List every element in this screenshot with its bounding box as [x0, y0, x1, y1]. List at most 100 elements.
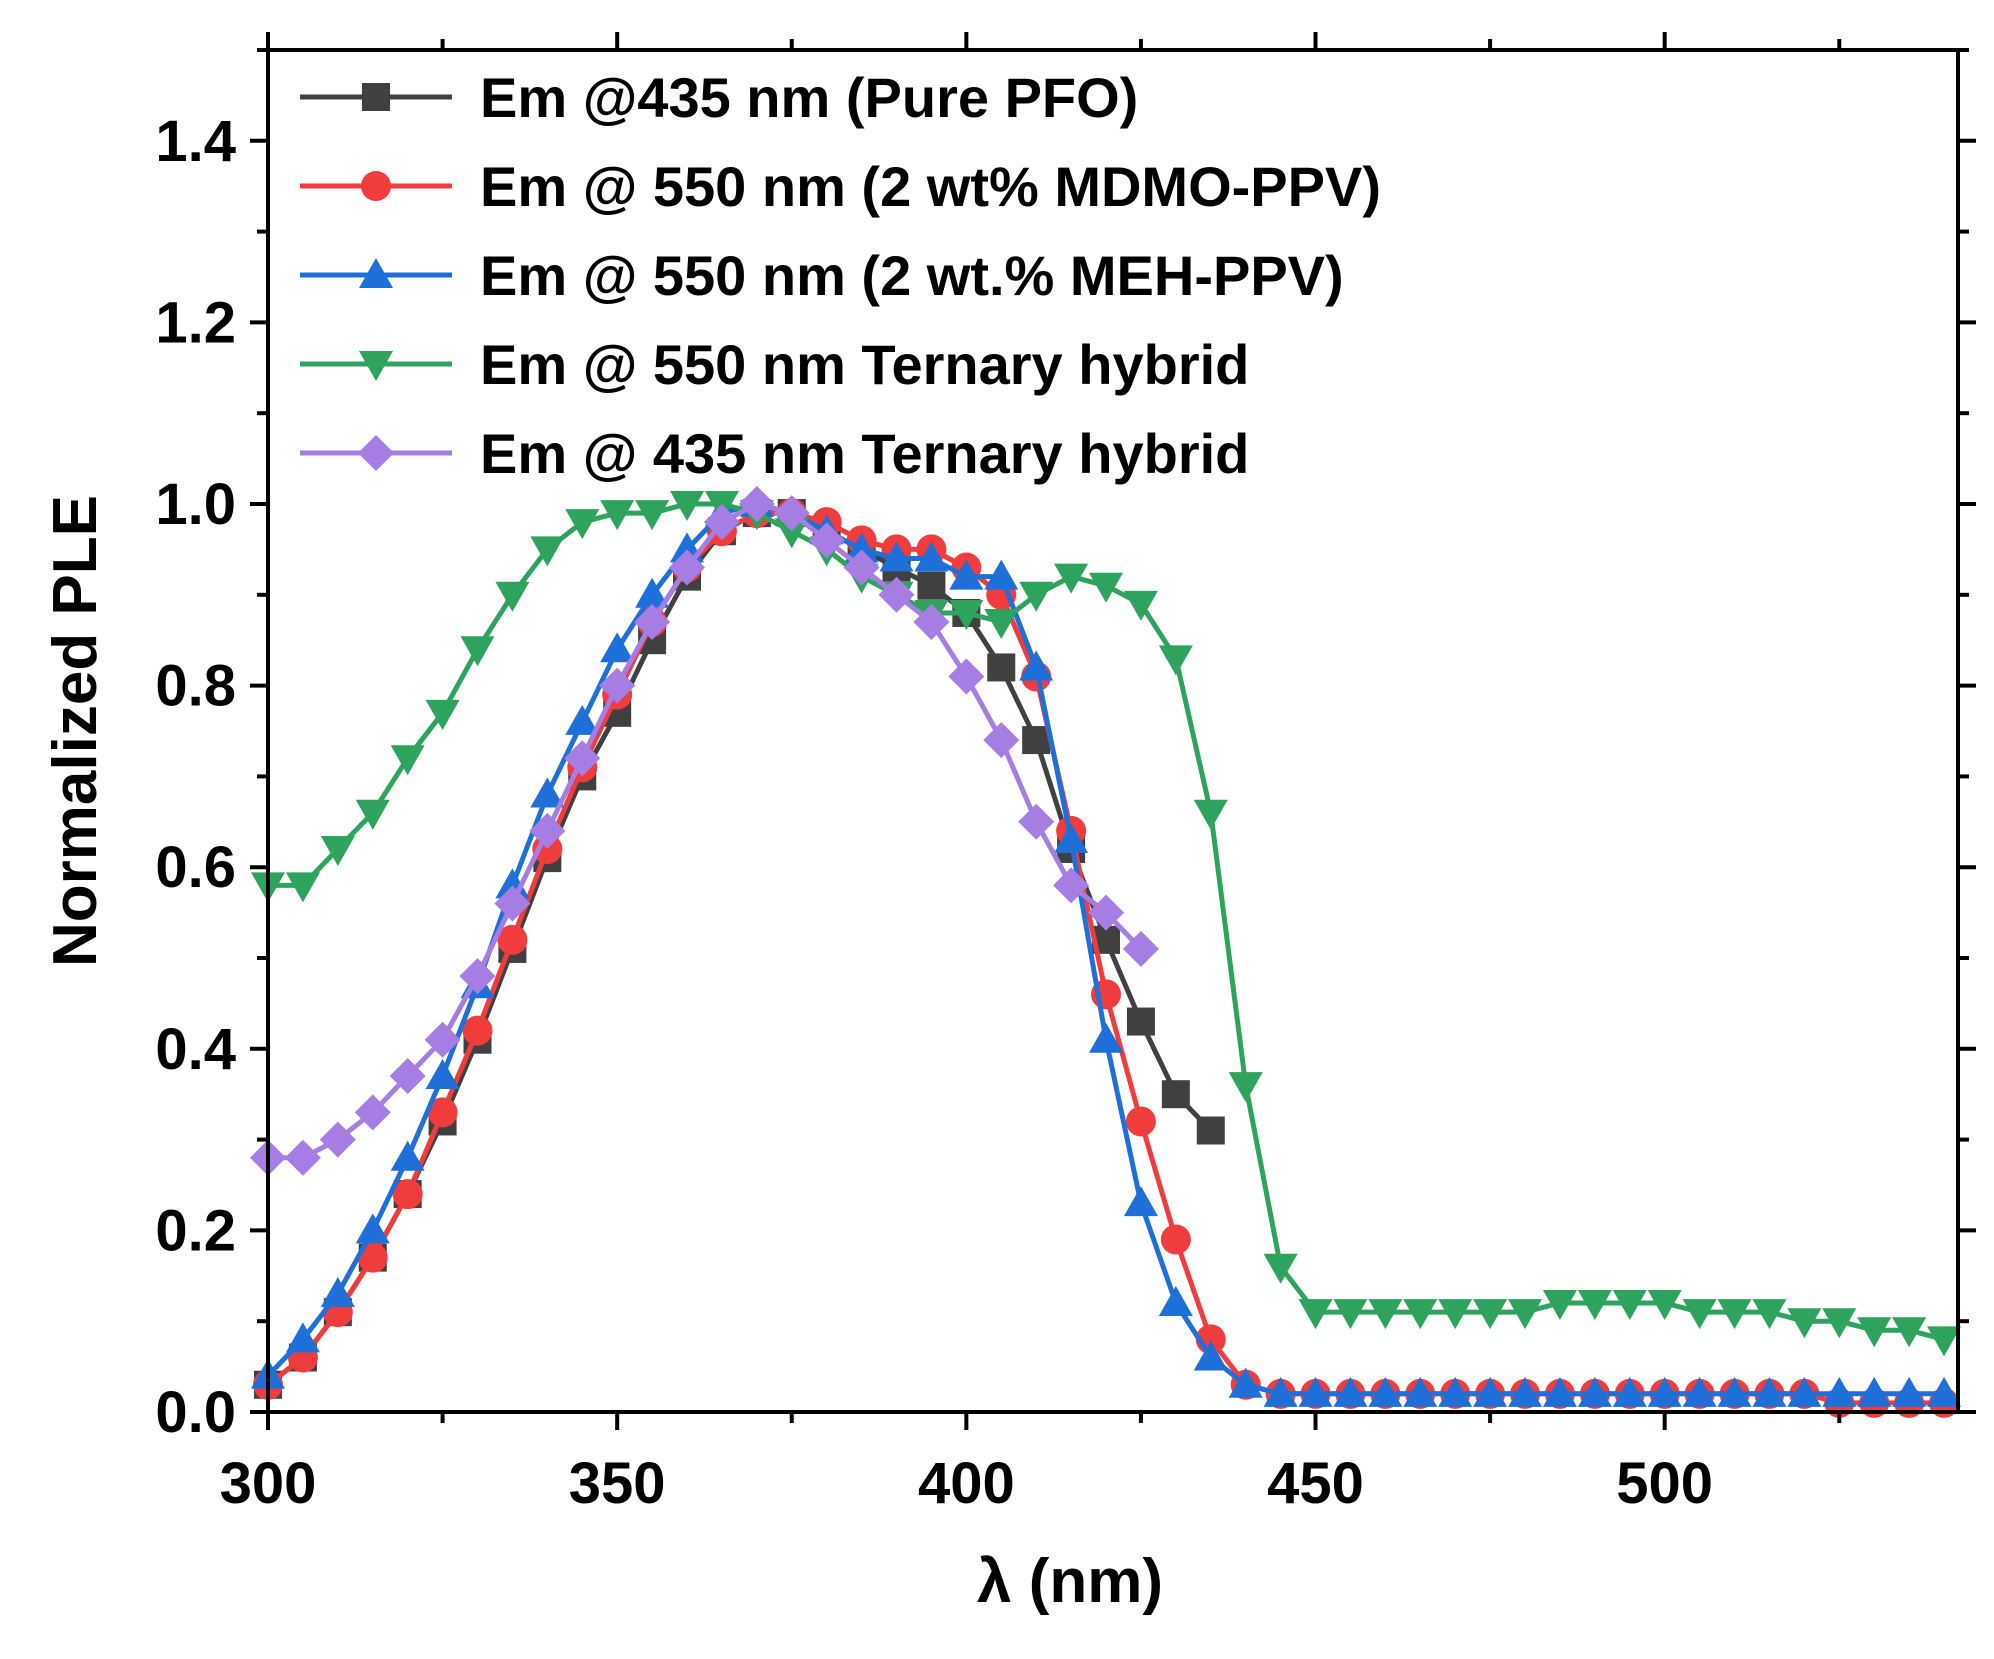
series-3-point: [914, 541, 949, 572]
legend-item-5: Em @ 435 nm Ternary hybrid: [300, 422, 1249, 485]
series-3-point: [1438, 1376, 1473, 1407]
series-3-point: [1368, 1376, 1403, 1407]
y-tick-label: 0.4: [155, 1017, 236, 1082]
series-3-point: [1193, 1340, 1228, 1371]
series-4-point: [1368, 1299, 1403, 1330]
series-5-point: [634, 604, 671, 641]
series-3-point: [1263, 1376, 1298, 1407]
series-4-point: [1542, 1290, 1577, 1321]
series-3-point: [635, 577, 670, 608]
series-4-point: [1438, 1299, 1473, 1330]
series-3-point: [425, 1059, 460, 1090]
x-tick-label: 300: [220, 1451, 317, 1516]
series-1-point: [1126, 1007, 1155, 1036]
series-3-point: [1717, 1376, 1752, 1407]
series-5-point: [983, 722, 1020, 759]
y-tick-label: 0.8: [155, 654, 236, 719]
series-3-point: [1822, 1376, 1857, 1407]
legend: Em @435 nm (Pure PFO) Em @ 550 nm (2 wt% …: [300, 66, 1381, 485]
series-5-point: [773, 495, 810, 532]
series-3-point: [1403, 1376, 1438, 1407]
series-2-point: [462, 1015, 493, 1046]
series-4-point: [1752, 1299, 1787, 1330]
series-4-point: [1612, 1290, 1647, 1321]
series-2-point: [1125, 1106, 1156, 1137]
series-5-point: [843, 549, 880, 586]
series-4-point: [1228, 1072, 1263, 1103]
series-4-point: [1158, 645, 1193, 676]
axis-ticks: [250, 32, 1976, 1430]
series-3-point: [1158, 1286, 1193, 1317]
series-4-point: [495, 581, 530, 612]
series-4-point: [1473, 1299, 1508, 1330]
y-axis-title: Normalized PLE: [41, 495, 110, 967]
series-4-point: [1857, 1317, 1892, 1348]
series-4-point: [984, 609, 1019, 640]
series-3-point: [1577, 1376, 1612, 1407]
series-5-point: [599, 667, 636, 704]
series-5-point: [878, 576, 915, 613]
series-3-point: [949, 559, 984, 590]
series-2-point: [392, 1179, 423, 1210]
y-tick-label: 1.2: [155, 290, 236, 355]
series-5-point: [913, 604, 950, 641]
series-3-point: [1333, 1376, 1368, 1407]
series-5-point: [424, 1021, 461, 1058]
series-4-point: [1892, 1317, 1927, 1348]
x-tick-label: 500: [1616, 1451, 1713, 1516]
y-tick-label: 0.6: [155, 835, 236, 900]
series-2-point: [497, 924, 528, 955]
legend-label: Em @ 550 nm (2 wt% MDMO-PPV): [480, 155, 1381, 218]
series-3-point: [600, 632, 635, 663]
series-4-point: [1647, 1290, 1682, 1321]
legend-item-4: Em @ 550 nm Ternary hybrid: [300, 333, 1249, 396]
y-tick-label: 0.2: [155, 1198, 236, 1263]
plot-frame: [266, 48, 1960, 1414]
series-4-point: [460, 636, 495, 667]
legend-item-1: Em @435 nm (Pure PFO): [300, 66, 1138, 129]
legend-item-3: Em @ 550 nm (2 wt.% MEH-PPV): [300, 244, 1344, 307]
x-tick-label: 350: [569, 1451, 666, 1516]
series-4-point: [1717, 1299, 1752, 1330]
series-1-point: [1196, 1116, 1225, 1145]
series-5-point: [284, 1139, 321, 1176]
series-4-point: [1298, 1299, 1333, 1330]
series-4-point: [1193, 799, 1228, 830]
series-3-point: [285, 1322, 320, 1353]
series-4-point: [1089, 572, 1124, 603]
series-4-point: [774, 518, 809, 549]
series-5-point: [738, 486, 775, 522]
series-3-point: [530, 777, 565, 808]
legend-swatch-marker: [358, 435, 394, 471]
x-tick-label: 450: [1267, 1451, 1364, 1516]
series-5-point: [808, 522, 845, 559]
series-4-point: [425, 699, 460, 730]
series-4-point: [355, 799, 390, 830]
x-tick-label: 400: [918, 1451, 1015, 1516]
x-axis-title: λ (nm): [977, 1547, 1163, 1616]
plot-series: [250, 486, 1962, 1418]
series-3-point: [1228, 1367, 1263, 1398]
series-3-point: [1682, 1376, 1717, 1407]
series-3-point: [1787, 1376, 1822, 1407]
series-3-point: [565, 704, 600, 735]
series-4-point: [285, 872, 320, 903]
series-5-point: [1122, 930, 1159, 967]
series-1-point: [1161, 1080, 1190, 1109]
series-3-point: [1927, 1376, 1962, 1407]
series-5-point: [319, 1121, 356, 1158]
series-4-point: [1333, 1299, 1368, 1330]
series-5-point: [459, 958, 496, 995]
y-tick-label: 1.4: [155, 109, 236, 174]
series-2-point: [357, 1242, 388, 1273]
series-4-point: [1822, 1308, 1857, 1339]
series-4: [251, 491, 1962, 1357]
series-4-point: [670, 491, 705, 521]
series-2-point: [1160, 1224, 1191, 1255]
series-4-point: [390, 745, 425, 776]
series-3-point: [1857, 1376, 1892, 1407]
series-3-point: [320, 1276, 355, 1307]
series-4-point: [1403, 1299, 1438, 1330]
series-4-point: [1123, 590, 1158, 621]
y-tick-labels: 0.0 0.2 0.4 0.6 0.8 1.0 1.2 1.4: [155, 109, 236, 1445]
